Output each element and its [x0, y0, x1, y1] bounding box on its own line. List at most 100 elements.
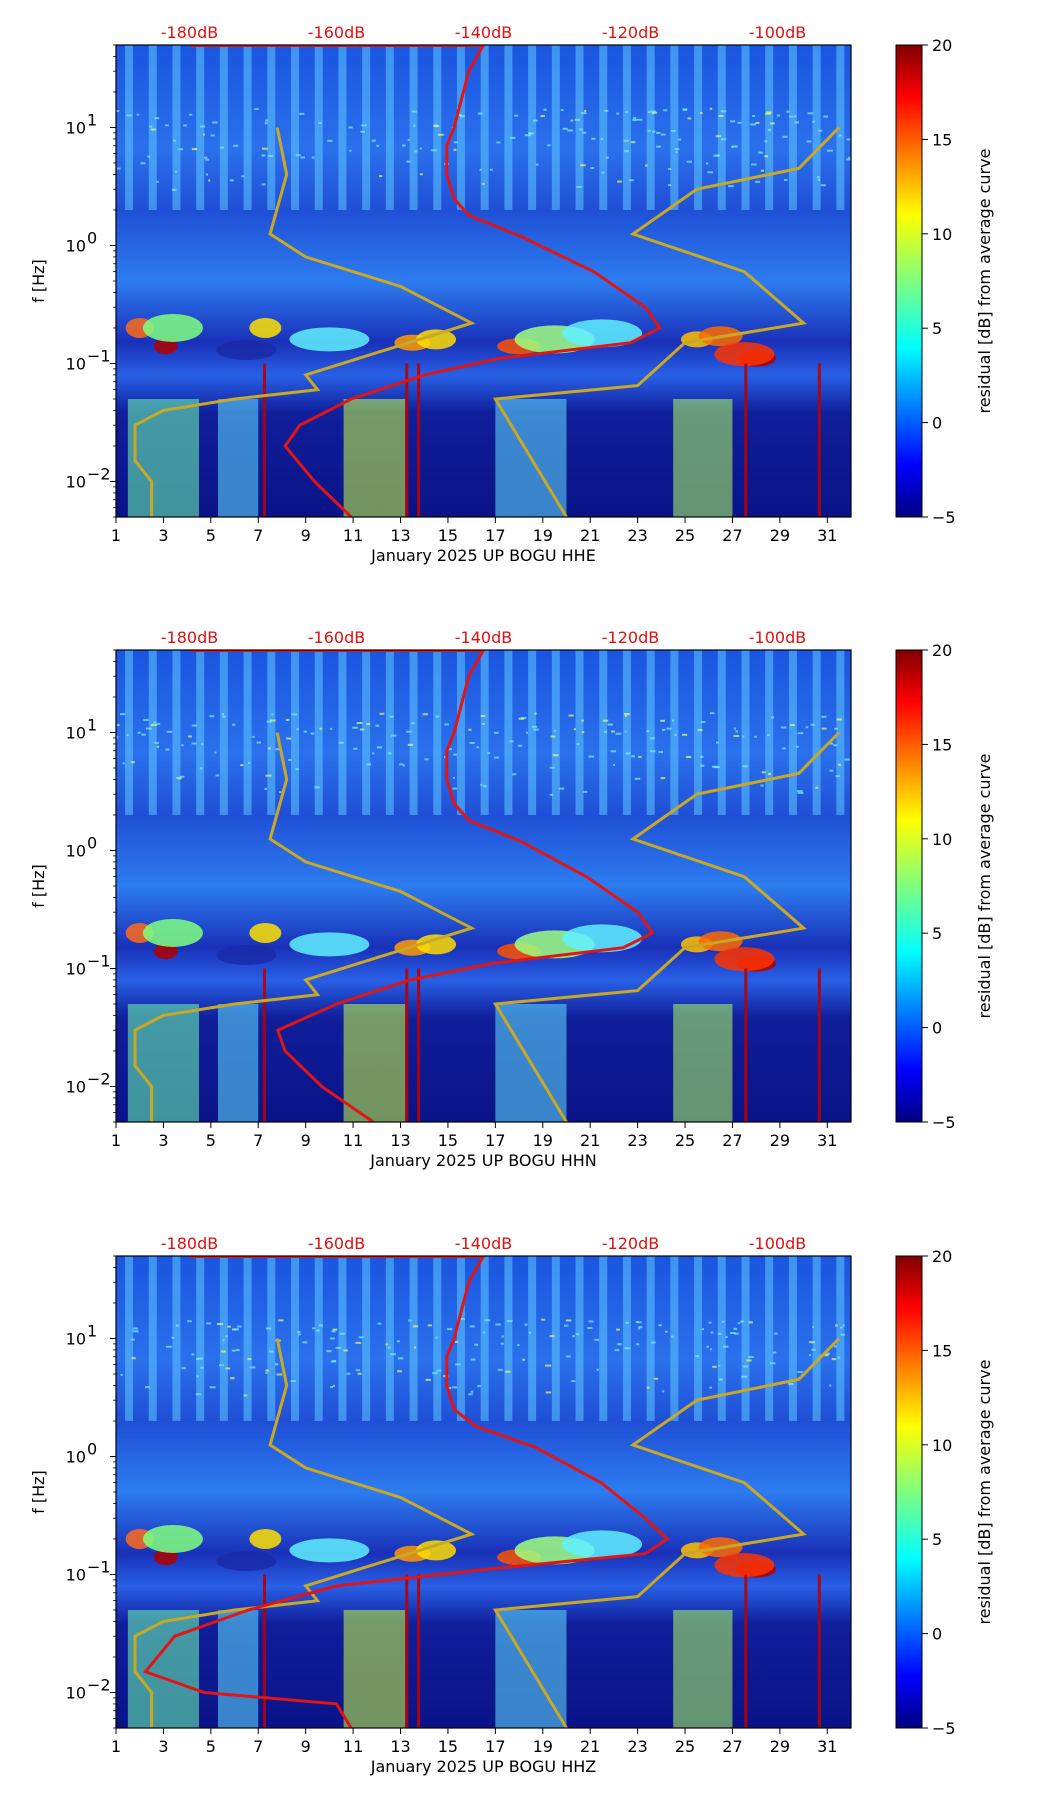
speckle [376, 144, 380, 147]
speckle [378, 175, 383, 178]
day-stripe [504, 1256, 513, 1421]
x-tick-label: 27 [722, 1131, 742, 1150]
speckle [678, 138, 682, 141]
microseism-blob [142, 918, 203, 947]
day-stripe [670, 1256, 679, 1421]
speckle [195, 1393, 202, 1396]
speckle [116, 724, 120, 727]
speckle [701, 1328, 705, 1331]
speckle [722, 1345, 729, 1348]
lowfreq-band [217, 1610, 259, 1728]
day-stripe [528, 45, 537, 210]
speckle [275, 748, 281, 751]
y-tick-exponent: −1 [87, 1557, 111, 1576]
speckle [278, 1319, 284, 1322]
speckle [780, 726, 787, 729]
day-stripe [385, 1256, 394, 1421]
db-scale-label: -120dB [602, 1234, 659, 1253]
speckle [469, 742, 475, 745]
speckle [154, 741, 159, 744]
microseism-blob [153, 943, 178, 960]
speckle [833, 1345, 837, 1348]
db-scale-label: -140dB [455, 1234, 512, 1253]
speckle [580, 164, 586, 167]
speckle [425, 1378, 431, 1381]
speckle [376, 746, 383, 749]
colorbar-tick-label: 5 [932, 924, 942, 943]
speckle [330, 1386, 334, 1389]
event-spike [263, 363, 266, 517]
speckle [329, 727, 333, 730]
speckle [141, 733, 146, 736]
day-stripe [338, 650, 347, 815]
y-tick-exponent: −1 [87, 951, 111, 970]
spectrogram-image [116, 45, 851, 517]
speckle [718, 1378, 723, 1381]
y-tick-label: 10 [66, 1565, 86, 1584]
day-stripe [243, 650, 252, 815]
speckle [175, 1324, 180, 1327]
speckle [817, 178, 821, 181]
speckle [788, 1383, 794, 1386]
speckle [720, 110, 727, 113]
lowfreq-band [127, 1004, 199, 1122]
microseism-blob [562, 1530, 643, 1559]
speckle [501, 1335, 504, 1338]
speckle [460, 1318, 466, 1321]
day-stripe [717, 1256, 726, 1421]
speckle [543, 108, 547, 111]
speckle [547, 144, 551, 147]
speckle [397, 1370, 402, 1373]
speckle [623, 139, 629, 142]
speckle [629, 179, 634, 182]
speckle [285, 718, 290, 721]
speckle [776, 114, 781, 117]
speckle [348, 126, 353, 129]
x-tick-label: 23 [627, 526, 647, 545]
speckle [651, 111, 658, 114]
day-stripe [267, 45, 276, 210]
speckle [823, 115, 829, 118]
y-tick-exponent: 1 [87, 110, 97, 129]
speckle [493, 731, 499, 734]
day-stripe [267, 650, 276, 815]
microseism-blob [153, 338, 178, 355]
speckle [631, 755, 635, 758]
day-stripe [480, 650, 489, 815]
speckle [265, 1369, 269, 1372]
day-stripe [172, 1256, 181, 1421]
speckle [638, 1327, 641, 1330]
x-tick-label: 31 [817, 526, 837, 545]
colorbar-tick-label: 20 [932, 1247, 952, 1266]
speckle [414, 150, 418, 153]
speckle [302, 1341, 308, 1344]
x-tick-label: 21 [580, 1131, 600, 1150]
day-stripe [291, 650, 300, 815]
y-tick-label: 10 [66, 959, 86, 978]
speckle [549, 1335, 555, 1338]
speckle [602, 719, 609, 722]
speckle [203, 156, 208, 159]
speckle [594, 1338, 600, 1341]
event-spike [405, 363, 409, 517]
speckle [165, 748, 170, 751]
speckle [330, 1337, 335, 1340]
speckle [725, 1335, 728, 1338]
speckle [694, 1355, 700, 1358]
microseism-blob [289, 1538, 370, 1563]
speckle [541, 1318, 546, 1321]
day-stripe [291, 1256, 300, 1421]
speckle [730, 120, 736, 123]
day-stripe [314, 45, 323, 210]
speckle [218, 1364, 224, 1367]
speckle [518, 717, 525, 720]
speckle [453, 753, 458, 756]
speckle [357, 1372, 362, 1375]
speckle [278, 791, 282, 794]
x-tick-label: 9 [301, 1737, 311, 1756]
speckle [784, 179, 788, 182]
y-tick-label: 10 [66, 1683, 86, 1702]
speckle [605, 156, 609, 159]
lowfreq-band [673, 399, 733, 517]
speckle [772, 1351, 777, 1354]
